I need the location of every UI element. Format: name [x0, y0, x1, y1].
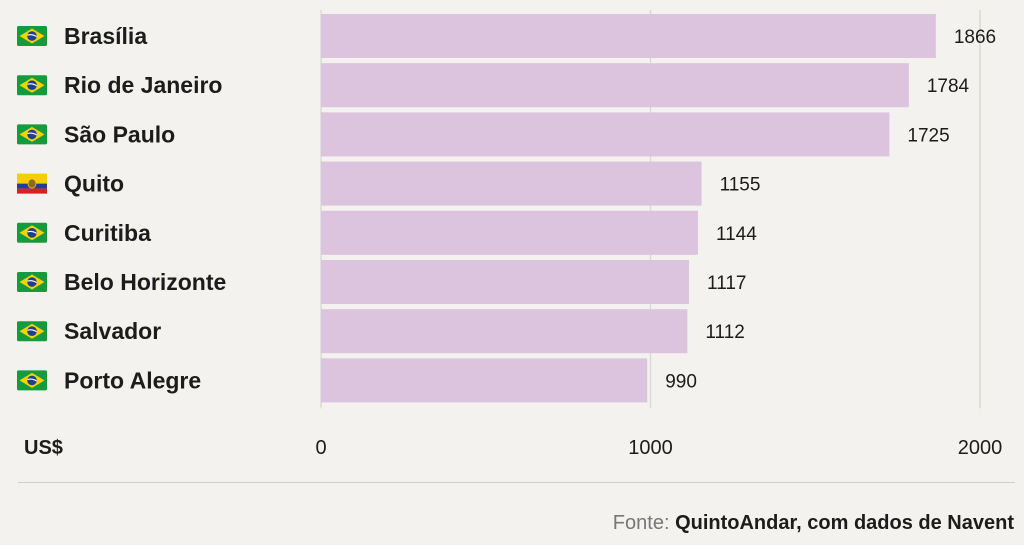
flag-band: [27, 280, 37, 284]
flag-stripe-red: [17, 188, 47, 194]
brazil-flag-icon: [17, 222, 47, 243]
source-text: QuintoAndar, com dados de Navent: [675, 512, 1014, 534]
value-label: 1866: [954, 27, 996, 48]
source-note: Fonte: QuintoAndar, com dados de Navent: [613, 512, 1014, 535]
bar-1: [321, 14, 936, 58]
category-label: Porto Alegre: [64, 367, 201, 393]
flag-globe: [27, 326, 37, 337]
flag-band: [27, 230, 37, 234]
flag-band: [27, 83, 37, 87]
flag-emblem: [27, 178, 37, 189]
category-label: São Paulo: [64, 121, 175, 147]
unit-label: US$: [24, 437, 63, 459]
flag-globe: [27, 375, 37, 386]
bars: [321, 14, 936, 403]
category-label: Rio de Janeiro: [64, 72, 222, 98]
brazil-flag-icon: [17, 272, 47, 292]
flag-globe: [27, 80, 37, 90]
source-prefix: Fonte:: [612, 512, 670, 534]
value-label: 1155: [720, 175, 761, 196]
bar-4: [321, 161, 702, 206]
flag-globe: [27, 31, 37, 41]
flag-band: [27, 378, 37, 382]
value-label: 1725: [907, 125, 949, 146]
value-label: 1112: [705, 322, 744, 343]
brazil-flag-icon: [17, 26, 47, 46]
category-label: Brasília: [64, 23, 147, 49]
category-label: Belo Horizonte: [64, 269, 226, 295]
category-labels: Brasília Rio de Janeiro São Paulo Quito Curi…: [17, 23, 226, 393]
bar-6: [321, 260, 690, 304]
value-label: 1144: [716, 224, 757, 245]
bar-8: [321, 358, 648, 403]
bar-7: [321, 309, 688, 354]
value-label: 1784: [927, 76, 970, 97]
brazil-flag-icon: [17, 370, 47, 391]
category-label: Salvador: [64, 318, 161, 344]
x-tick-label: 1000: [628, 437, 673, 459]
category-label: Curitiba: [64, 220, 151, 246]
brazil-flag-icon: [17, 124, 47, 145]
brazil-flag-icon: [17, 321, 47, 342]
flag-globe: [27, 228, 37, 238]
category-label: Quito: [64, 171, 124, 197]
value-label: 990: [665, 371, 697, 392]
flag-globe: [27, 277, 37, 287]
value-label: 1117: [707, 273, 746, 294]
bar-chart: Brasília Rio de Janeiro São Paulo Quito Curi…: [17, 10, 1002, 459]
bar-3: [321, 112, 890, 157]
flag-band: [27, 34, 37, 38]
x-tick-label: 2000: [958, 437, 1003, 459]
value-labels: 1866 1784 1725 1155 1144 1117 1112 990: [665, 27, 996, 392]
x-axis-ticks: 0 1000 2000: [315, 437, 1002, 459]
flag-band: [27, 329, 37, 333]
brazil-flag-icon: [17, 75, 47, 96]
bar-2: [321, 63, 909, 108]
ecuador-flag-icon: [17, 173, 47, 194]
divider: [18, 482, 1015, 483]
x-tick-label: 0: [315, 437, 326, 459]
flag-globe: [27, 129, 37, 140]
bar-5: [321, 210, 698, 255]
flag-band: [27, 132, 37, 136]
